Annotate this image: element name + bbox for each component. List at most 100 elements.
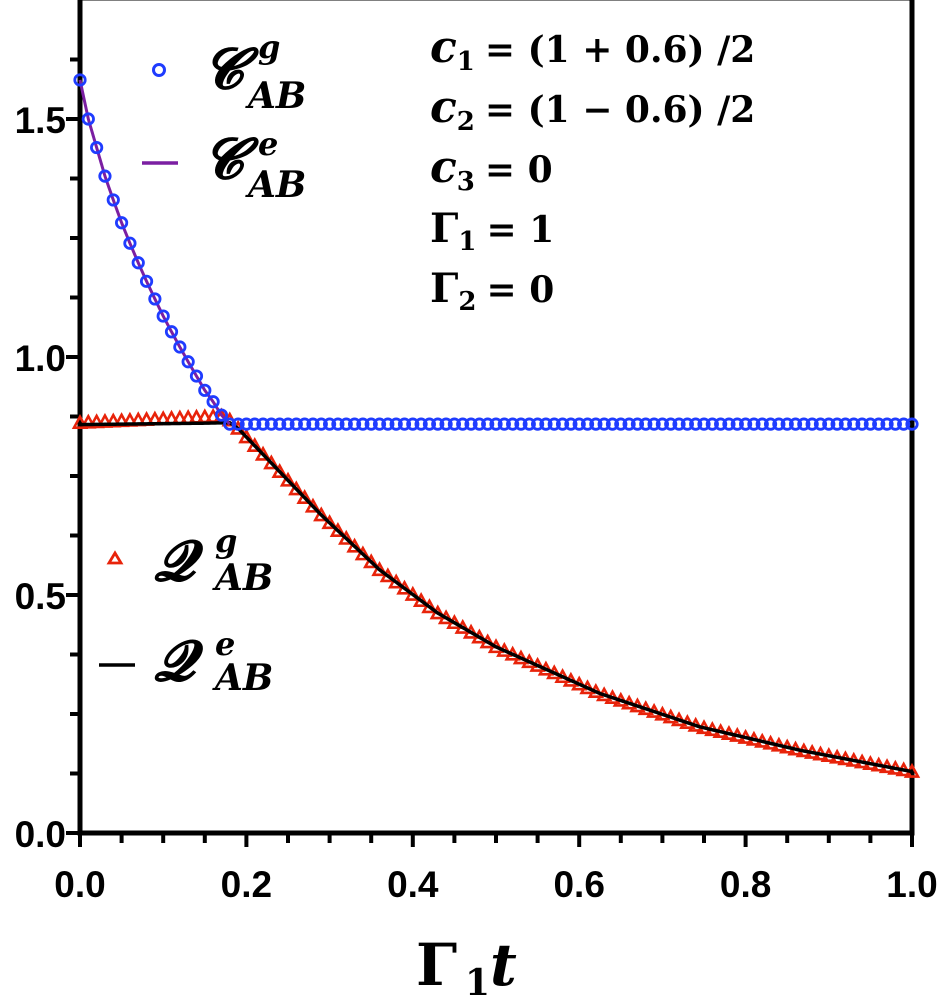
data-point bbox=[372, 417, 387, 431]
data-point bbox=[304, 497, 322, 513]
legend-qe-sub: AB bbox=[212, 657, 273, 699]
data-point bbox=[314, 417, 328, 431]
data-point bbox=[381, 417, 395, 431]
data-point bbox=[256, 417, 270, 431]
data-point bbox=[96, 412, 114, 428]
data-point bbox=[572, 417, 586, 431]
x-tick-label: 0.0 bbox=[54, 864, 105, 905]
legend-cg-marker bbox=[152, 63, 166, 77]
data-point bbox=[489, 417, 503, 431]
y-tick-label: 1.0 bbox=[15, 338, 66, 379]
data-point bbox=[422, 417, 437, 431]
data-point bbox=[547, 417, 561, 431]
legend-qg-sub: AB bbox=[212, 557, 273, 599]
data-point bbox=[539, 417, 553, 431]
x-axis-label-var: t bbox=[490, 931, 517, 998]
data-point bbox=[131, 256, 145, 270]
data-point bbox=[347, 417, 362, 431]
data-point bbox=[564, 417, 578, 431]
y-tick-label: 1.5 bbox=[15, 100, 66, 141]
data-point bbox=[747, 417, 761, 431]
data-point bbox=[630, 417, 645, 431]
data-point bbox=[805, 417, 819, 431]
data-point bbox=[672, 417, 686, 431]
data-point bbox=[198, 383, 212, 397]
axis-ticks bbox=[66, 57, 914, 847]
param-line: Γ1 = 1 bbox=[430, 205, 554, 257]
parameter-annotations: c1 = (1 + 0.6) /2c2 = (1 − 0.6) /2c3 = 0 Γ1 =… bbox=[430, 22, 755, 317]
legend-cg-sup: g bbox=[258, 28, 280, 66]
param-line: c3 = 0 bbox=[430, 142, 553, 197]
data-point bbox=[263, 454, 280, 470]
data-point bbox=[298, 417, 312, 431]
legend-cg-sub: AB bbox=[245, 75, 306, 117]
series-layer bbox=[71, 73, 921, 778]
data-point bbox=[464, 417, 478, 431]
data-point bbox=[223, 417, 237, 431]
data-point bbox=[264, 417, 278, 431]
data-point bbox=[622, 417, 636, 431]
data-point bbox=[755, 417, 769, 431]
data-point bbox=[339, 417, 353, 431]
data-point bbox=[322, 417, 337, 431]
data-point bbox=[647, 417, 661, 431]
data-point bbox=[106, 193, 120, 207]
data-point bbox=[855, 417, 869, 431]
data-point bbox=[206, 395, 220, 409]
param-line: c1 = (1 + 0.6) /2 bbox=[430, 22, 755, 77]
data-point bbox=[389, 417, 403, 431]
axis-tick-labels: 0.0 0.2 0.4 0.6 0.8 1.0 0.0 0.5 1.0 1.5 bbox=[15, 100, 938, 905]
data-point bbox=[497, 417, 511, 431]
data-point bbox=[397, 417, 412, 431]
data-point bbox=[81, 112, 95, 126]
data-point bbox=[90, 140, 104, 155]
legend-qe-sup: e bbox=[215, 625, 235, 663]
data-point bbox=[714, 417, 728, 431]
data-point bbox=[514, 417, 528, 431]
y-tick-label: 0.5 bbox=[15, 576, 66, 617]
data-point bbox=[788, 417, 803, 431]
data-point bbox=[248, 417, 262, 431]
data-point bbox=[148, 292, 162, 306]
data-point bbox=[838, 417, 853, 431]
data-point bbox=[897, 417, 911, 431]
data-point bbox=[214, 408, 229, 422]
data-point bbox=[472, 417, 486, 431]
data-point bbox=[738, 417, 753, 431]
data-point bbox=[555, 417, 570, 431]
data-point bbox=[872, 417, 886, 431]
data-point bbox=[664, 417, 678, 431]
data-point bbox=[123, 236, 137, 250]
param-line: c2 = (1 − 0.6) /2 bbox=[430, 82, 755, 137]
data-point bbox=[822, 417, 836, 431]
data-point bbox=[655, 417, 670, 431]
data-point bbox=[406, 417, 420, 431]
data-point bbox=[580, 417, 595, 431]
data-point bbox=[279, 471, 297, 487]
data-point bbox=[88, 413, 105, 429]
data-point bbox=[680, 417, 694, 431]
x-axis-label: Γ 1 t bbox=[416, 931, 517, 998]
data-point bbox=[313, 506, 330, 522]
series-cgab bbox=[73, 73, 919, 431]
data-point bbox=[597, 417, 611, 431]
data-point bbox=[273, 417, 287, 431]
data-point bbox=[364, 417, 378, 431]
data-point bbox=[356, 417, 370, 431]
data-point bbox=[639, 417, 653, 431]
data-point bbox=[139, 274, 154, 288]
data-point bbox=[705, 417, 719, 431]
data-point bbox=[456, 417, 470, 431]
data-point bbox=[888, 417, 902, 431]
data-point bbox=[439, 417, 453, 431]
data-point bbox=[797, 417, 811, 431]
data-point bbox=[813, 417, 828, 431]
data-point bbox=[481, 417, 495, 431]
data-point bbox=[506, 417, 520, 431]
series-qeab bbox=[79, 420, 913, 774]
data-point bbox=[105, 412, 122, 428]
data-point bbox=[164, 325, 179, 339]
data-point bbox=[763, 417, 778, 431]
data-point bbox=[115, 216, 129, 230]
